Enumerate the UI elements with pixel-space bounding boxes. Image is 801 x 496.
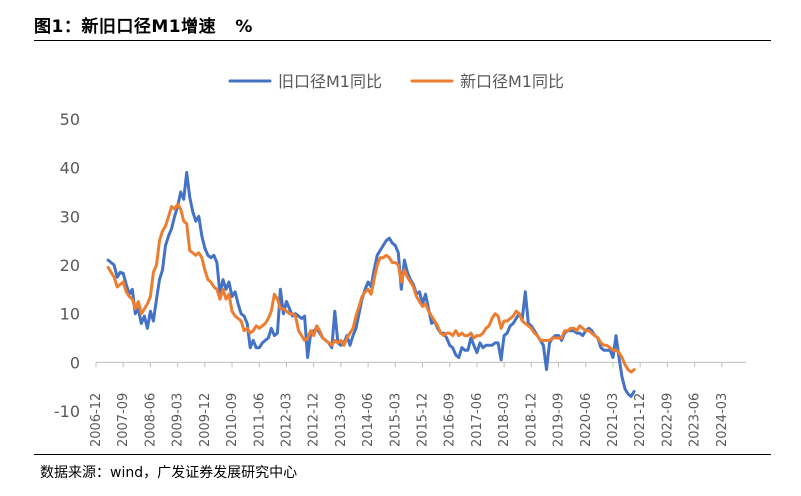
x-tick-label: 2007-09 xyxy=(116,393,131,447)
y-tick-label: 50 xyxy=(60,110,80,129)
x-tick-label: 2015-03 xyxy=(388,393,403,447)
x-tick-label: 2024-03 xyxy=(715,393,730,447)
source-note: 数据来源：wind，广发证券发展研究中心 xyxy=(40,465,298,481)
plot-lines xyxy=(106,171,636,398)
y-tick-label: -10 xyxy=(54,402,80,421)
title-rule xyxy=(34,40,771,41)
x-tick-label: 2011-06 xyxy=(252,393,267,447)
x-tick-label: 2016-09 xyxy=(443,393,458,447)
y-tick-label: 0 xyxy=(70,353,80,372)
y-tick-label: 40 xyxy=(60,159,80,178)
x-tick-label: 2014-06 xyxy=(361,393,376,447)
x-tick-label: 2009-03 xyxy=(171,393,186,447)
legend-label-2: 新口径M1同比 xyxy=(460,72,564,91)
x-tick-label: 2010-09 xyxy=(225,393,240,447)
y-axis: -10 0 10 20 30 40 50 xyxy=(54,110,80,421)
x-tick-label: 2015-12 xyxy=(416,393,431,447)
x-tick-label: 2023-06 xyxy=(688,393,703,447)
x-tick-label: 2012-12 xyxy=(307,393,322,447)
x-axis: 2006-12 2007-09 2008-06 2009-03 2009-12 2010-… xyxy=(89,361,746,447)
legend-label-1: 旧口径M1同比 xyxy=(278,72,382,91)
x-tick-label: 2018-12 xyxy=(524,393,539,447)
x-tick-label: 2022-09 xyxy=(660,393,675,447)
y-tick-label: 30 xyxy=(60,207,80,226)
x-tick-label: 2017-06 xyxy=(470,393,485,447)
x-tick-label: 2013-09 xyxy=(334,393,349,447)
series-line-1 xyxy=(106,171,636,398)
x-tick-label: 2018-03 xyxy=(497,393,512,447)
x-tick-label: 2020-06 xyxy=(579,393,594,447)
x-tick-label: 2008-06 xyxy=(143,393,158,447)
x-tick-label: 2012-03 xyxy=(279,393,294,447)
source-rule xyxy=(34,454,771,455)
x-tick-label: 2021-03 xyxy=(606,393,621,447)
x-tick-label: 2019-09 xyxy=(552,393,567,447)
x-tick-label: 2021-12 xyxy=(633,393,648,447)
x-tick-label: 2006-12 xyxy=(89,393,104,447)
chart-title: 图1：新旧口径M1增速 % xyxy=(34,17,253,37)
series-line-2 xyxy=(106,202,636,374)
legend: 旧口径M1同比 新口径M1同比 xyxy=(228,72,564,91)
x-tick-label: 2009-12 xyxy=(198,393,213,447)
y-tick-label: 10 xyxy=(60,305,80,324)
y-tick-label: 20 xyxy=(60,256,80,275)
